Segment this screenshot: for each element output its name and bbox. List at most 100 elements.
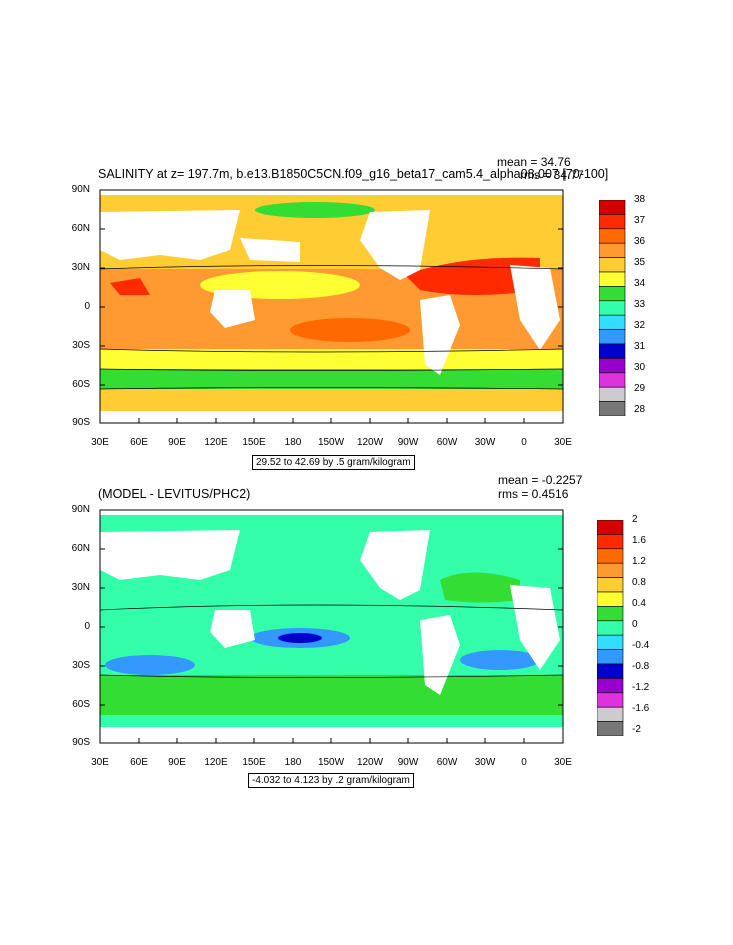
mean-text: mean = 34.76 <box>497 155 571 169</box>
lon-label: 30W <box>474 757 496 768</box>
lon-label: 120E <box>204 757 228 768</box>
antarctic-band <box>100 389 563 411</box>
colorbar-swatch <box>599 401 626 416</box>
lon-label: 120W <box>356 437 384 448</box>
lon-label: 150W <box>317 757 345 768</box>
lat-label: 30S <box>72 340 90 351</box>
difference-map <box>99 509 564 744</box>
colorbar-label: 28 <box>634 403 646 415</box>
arctic-band <box>100 515 563 535</box>
colorbar-swatch <box>597 663 624 679</box>
panel-title: SALINITY at z= 197.7m, b.e13.B1850C5CN.f… <box>98 167 609 181</box>
south-pacific-salty <box>290 318 410 342</box>
range-label: -4.032 to 4.123 by .2 gram/kilogram <box>248 773 414 788</box>
colorbar-label: 0.8 <box>632 576 646 588</box>
colorbar-label: -2 <box>632 723 641 735</box>
lat-label: 30N <box>71 262 90 273</box>
lat-label: 60N <box>71 543 90 554</box>
southern-band <box>100 675 563 715</box>
lon-label: 120W <box>356 757 384 768</box>
land-asia-east <box>240 238 300 262</box>
lon-label: 150E <box>242 757 266 768</box>
lat-ticks <box>100 189 563 424</box>
colorbar-swatch <box>597 548 624 564</box>
lon-label: 60W <box>436 757 458 768</box>
salinity-map <box>99 189 564 424</box>
colorbar-swatch <box>597 534 624 550</box>
colorbar-swatch <box>599 314 626 330</box>
land-africa <box>510 265 560 350</box>
colorbar-swatch <box>597 721 624 736</box>
lat-label: 90S <box>72 737 90 748</box>
colorbar-swatch <box>597 706 624 722</box>
lon-label: 30E <box>554 757 572 768</box>
colorbar <box>597 520 624 736</box>
colorbar-swatch <box>597 634 624 650</box>
range-label: 29.52 to 42.69 by .5 gram/kilogram <box>252 455 415 470</box>
colorbar-swatch <box>599 271 626 287</box>
arctic-fresh <box>255 202 375 218</box>
lon-ticks <box>99 418 564 423</box>
colorbar-label: 0 <box>632 618 638 630</box>
colorbar-swatch <box>597 692 624 708</box>
land-south-america <box>420 295 460 375</box>
panel-title: (MODEL - LEVITUS/PHC2) <box>98 487 251 501</box>
lat-label: 30S <box>72 660 90 671</box>
lat-label: 60N <box>71 223 90 234</box>
colorbar-swatch <box>599 343 626 359</box>
land-antarctica <box>100 412 563 423</box>
land-eurasia <box>100 210 240 260</box>
colorbar-label: 35 <box>634 256 646 268</box>
colorbar-label: -0.4 <box>632 639 650 651</box>
lon-label: 90W <box>397 757 419 768</box>
land-north-america <box>360 210 430 280</box>
lat-label: 60S <box>72 699 90 710</box>
lon-label: 30E <box>91 757 109 768</box>
colorbar-swatch <box>597 562 624 578</box>
colorbar-swatch <box>597 606 624 622</box>
colorbar-swatch <box>597 577 624 593</box>
arabian-sea <box>110 278 150 295</box>
colorbar-label: 1.2 <box>632 555 646 567</box>
acc-band <box>100 369 563 389</box>
colorbar-swatch <box>599 386 626 402</box>
lat-label: 0 <box>84 301 90 312</box>
lon-label: 180 <box>284 437 302 448</box>
mean-text: mean = -0.2257 <box>498 473 583 487</box>
colorbar-swatch <box>597 620 624 636</box>
colorbar-swatch <box>599 242 626 258</box>
lon-label: 60W <box>436 437 458 448</box>
colorbar-swatch <box>597 678 624 694</box>
lon-label: 30E <box>554 437 572 448</box>
rms-text: rms = 34.77 <box>520 168 584 182</box>
colorbar-swatch <box>599 329 626 345</box>
colorbar-swatch <box>599 214 626 230</box>
lat-label: 0 <box>84 621 90 632</box>
lat-label: 90N <box>71 504 90 515</box>
colorbar-label: -1.6 <box>632 702 650 714</box>
colorbar-swatch <box>597 591 624 607</box>
colorbar-swatch <box>599 228 626 244</box>
lon-label: 30E <box>91 437 109 448</box>
lon-label: 150E <box>242 437 266 448</box>
lon-label: 90E <box>168 757 186 768</box>
lon-label: 90W <box>397 437 419 448</box>
colorbar-swatch <box>597 649 624 665</box>
lon-label: 0 <box>521 757 527 768</box>
lon-label: 0 <box>521 437 527 448</box>
colorbar-label: 1.6 <box>632 534 646 546</box>
colorbar-swatch <box>599 257 626 273</box>
lat-label: 30N <box>71 582 90 593</box>
colorbar-label: 32 <box>634 319 646 331</box>
colorbar-swatch <box>599 358 626 374</box>
lat-label: 90S <box>72 417 90 428</box>
colorbar-label: 33 <box>634 298 646 310</box>
colorbar-swatch <box>599 200 626 215</box>
salinity-panel: SALINITY at z= 197.7m, b.e13.B1850C5CN.f… <box>0 150 733 480</box>
colorbar-label: 29 <box>634 382 646 394</box>
colorbar-swatch <box>599 372 626 388</box>
arctic-band <box>100 195 563 209</box>
colorbar-swatch <box>599 286 626 302</box>
colorbar <box>599 200 626 416</box>
colorbar-label: -1.2 <box>632 681 650 693</box>
